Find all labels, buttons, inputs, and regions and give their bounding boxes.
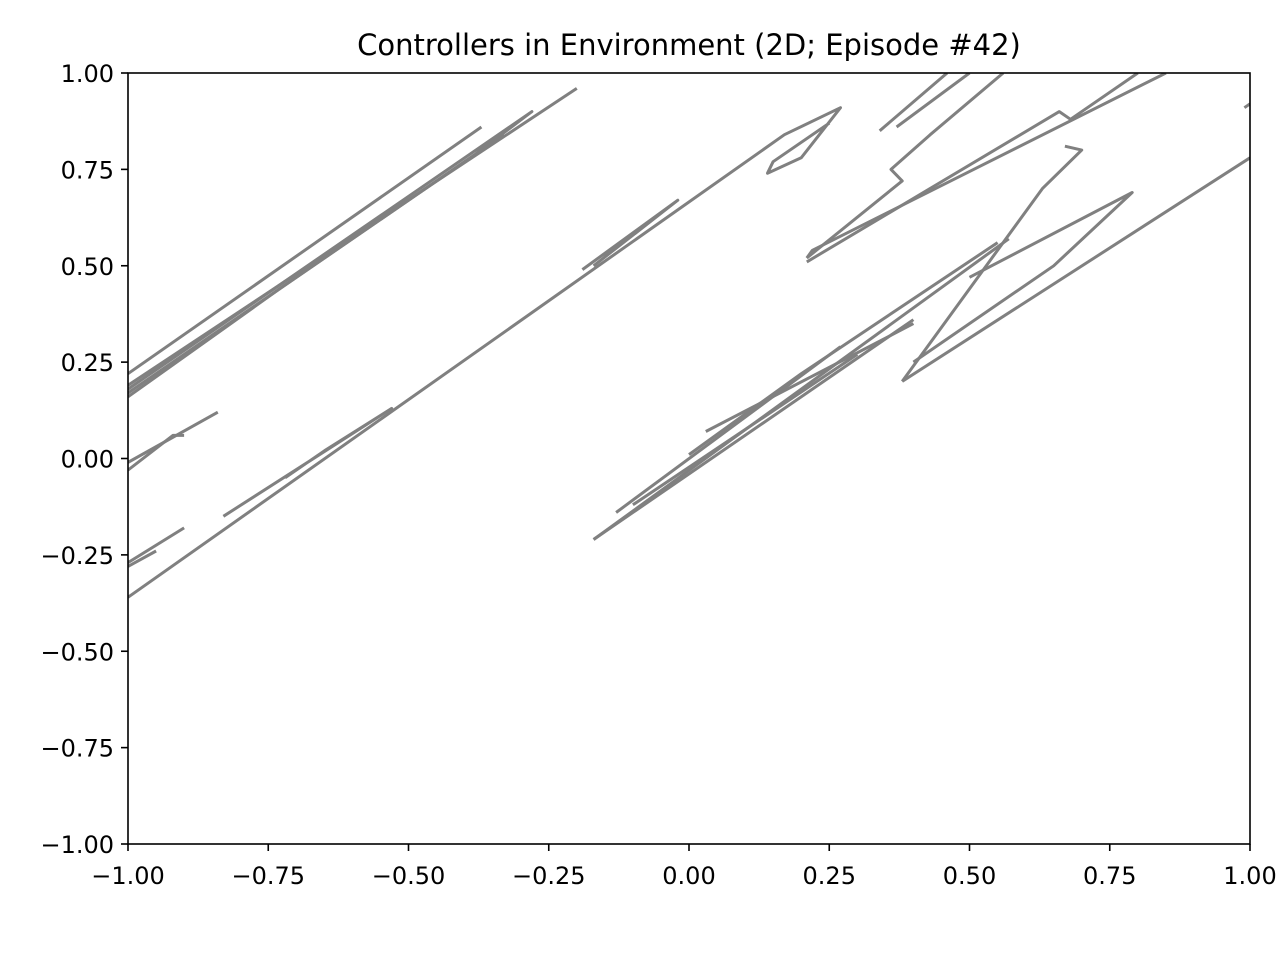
trajectory-line-15 (805, 73, 1167, 259)
trajectory-line-16 (806, 73, 1139, 264)
x-tick-label: 0.00 (662, 862, 715, 890)
trajectory-line-14 (805, 73, 1005, 260)
y-tick-label: 0.00 (61, 446, 114, 474)
trajectory-line-18 (901, 156, 1250, 383)
y-tick-label: 1.00 (61, 60, 114, 88)
trajectory-line-19 (912, 191, 1134, 364)
trajectory-line-3 (128, 87, 578, 387)
y-tick-label: −1.00 (40, 831, 114, 859)
trajectory-line-21 (592, 237, 1010, 541)
chart-title: Controllers in Environment (2D; Episode … (357, 28, 1021, 62)
trajectory-line-13 (895, 73, 971, 129)
series-layer (128, 73, 1250, 599)
trajectory-line-7 (128, 526, 185, 564)
x-tick-label: 0.50 (943, 862, 996, 890)
y-tick-label: 0.50 (61, 253, 114, 281)
trajectory-line-11 (581, 198, 680, 271)
trajectory-line-17 (900, 144, 1084, 383)
trajectory-line-26 (1243, 102, 1250, 109)
trajectory-line-6 (128, 410, 219, 464)
trajectory-line-25 (632, 353, 859, 507)
trajectory-line-5 (128, 433, 185, 472)
trajectory-line-8 (128, 549, 157, 568)
trajectory-line-1 (128, 125, 483, 375)
trajectory-line-10 (222, 406, 394, 518)
trajectory-line-24 (705, 322, 915, 433)
y-tick-label: −0.25 (40, 542, 114, 570)
y-tick-label: −0.75 (40, 735, 114, 763)
y-tick-label: 0.25 (61, 349, 114, 377)
x-tick-label: −0.25 (512, 862, 586, 890)
x-tick-label: 0.75 (1083, 862, 1136, 890)
trajectory-line-12 (878, 73, 949, 132)
y-axis: −1.00 −0.75 −0.50 −0.25 0.00 0.25 0.50 0.75 1.00 (40, 60, 128, 859)
trajectory-line-23 (688, 241, 999, 456)
trajectory-line-4 (128, 133, 505, 399)
x-tick-label: −0.50 (372, 862, 446, 890)
x-tick-label: 1.00 (1223, 862, 1276, 890)
x-axis: −1.00 −0.75 −0.50 −0.25 0.00 0.25 0.50 0.75 1.00 (91, 844, 1277, 890)
x-tick-label: −1.00 (91, 862, 165, 890)
y-tick-label: 0.75 (61, 156, 114, 184)
trajectory-line-9 (128, 106, 842, 599)
x-tick-label: 0.25 (803, 862, 856, 890)
trajectory-line-22 (615, 345, 842, 514)
trajectory-line-20 (592, 318, 915, 541)
x-tick-label: −0.75 (231, 862, 305, 890)
y-tick-label: −0.50 (40, 638, 114, 666)
